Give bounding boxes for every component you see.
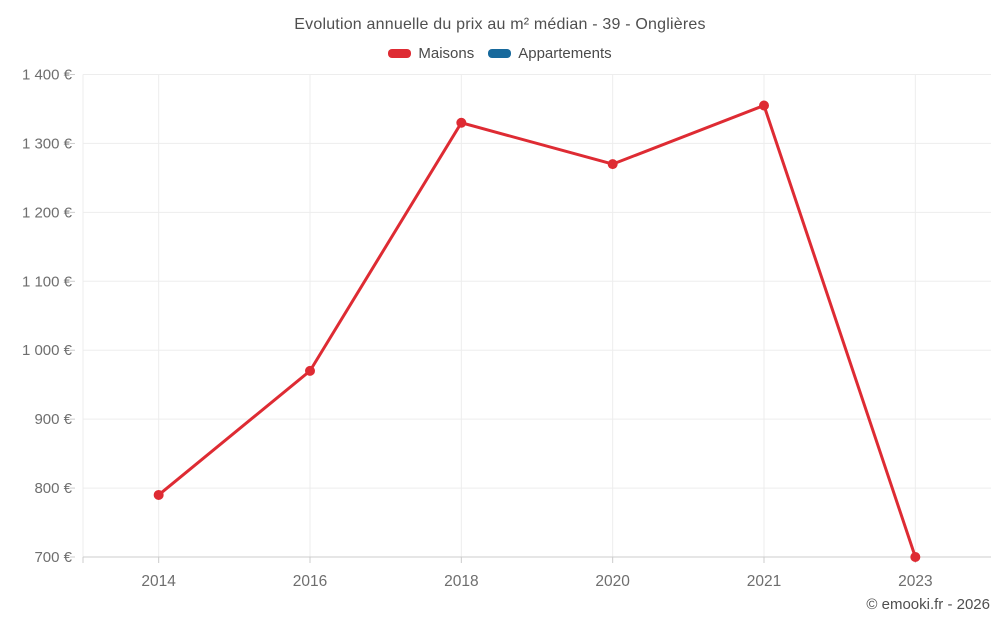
x-tick-label-2020: 2020 (595, 573, 630, 590)
legend-item-maisons[interactable]: Maisons (388, 45, 474, 62)
chart-title: Evolution annuelle du prix au m² médian … (294, 16, 706, 33)
maisons-point-2018 (456, 117, 467, 128)
x-tick-label-2018: 2018 (444, 573, 478, 590)
y-tick-label-800: 800 € (34, 480, 72, 497)
legend-item-appartements[interactable]: Appartements (488, 45, 612, 62)
y-tick-label-900: 900 € (34, 411, 72, 428)
maisons-point-2016 (305, 365, 315, 376)
x-tick-label-2023: 2023 (898, 573, 932, 590)
maisons-point-2014 (153, 489, 164, 500)
chart-legend: Maisons Appartements (0, 45, 1000, 62)
legend-label-maisons: Maisons (418, 45, 475, 62)
y-tick-label-700: 700 € (34, 549, 72, 566)
x-tick-label-2014: 2014 (141, 573, 176, 590)
maisons-point-2021 (759, 100, 769, 111)
maisons-point-2020 (607, 159, 618, 170)
y-tick-label-1200: 1 200 € (22, 204, 73, 221)
y-tick-label-1000: 1 000 € (22, 342, 73, 359)
x-tick-label-2021: 2021 (747, 573, 781, 590)
footer-credit: © emooki.fr - 2026 (866, 596, 990, 613)
x-tick-label-2016: 2016 (293, 573, 327, 590)
legend-label-appartements: Appartements (518, 45, 612, 62)
maisons-point-2023 (910, 552, 921, 562)
maisons-swatch-icon (388, 49, 412, 58)
y-tick-label-1400: 1 400 € (22, 67, 73, 84)
appartements-swatch-icon (488, 49, 512, 58)
y-tick-label-1300: 1 300 € (22, 135, 73, 152)
y-tick-label-1100: 1 100 € (22, 273, 73, 290)
maisons-line (157, 104, 917, 559)
